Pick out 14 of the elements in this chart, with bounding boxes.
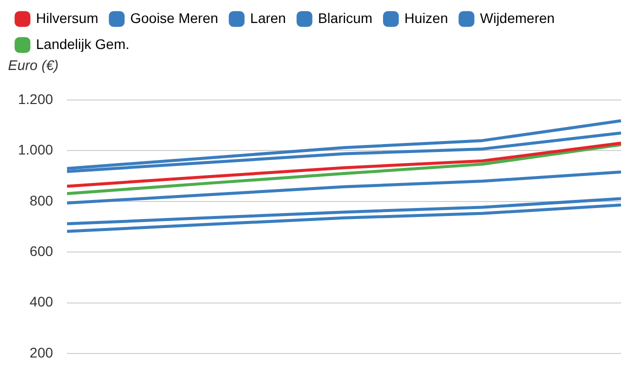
legend-label: Blaricum — [318, 10, 372, 26]
y-tick-label: 1.000 — [18, 142, 54, 158]
y-tick-label: 1.200 — [18, 90, 54, 107]
legend-label: Hilversum — [36, 10, 98, 26]
y-tick-label: 200 — [30, 344, 54, 360]
legend-label: Huizen — [404, 10, 448, 26]
y-axis-title: Euro (€) — [8, 57, 59, 73]
legend-label: Laren — [250, 10, 286, 26]
y-tick-label: 800 — [30, 192, 54, 208]
y-tick-label: 600 — [30, 243, 54, 260]
legend-label: Wijdemeren — [480, 10, 555, 26]
legend-label: Gooise Meren — [130, 10, 218, 26]
y-tick-label: 400 — [30, 294, 54, 310]
legend-label: Landelijk Gem. — [36, 36, 130, 52]
